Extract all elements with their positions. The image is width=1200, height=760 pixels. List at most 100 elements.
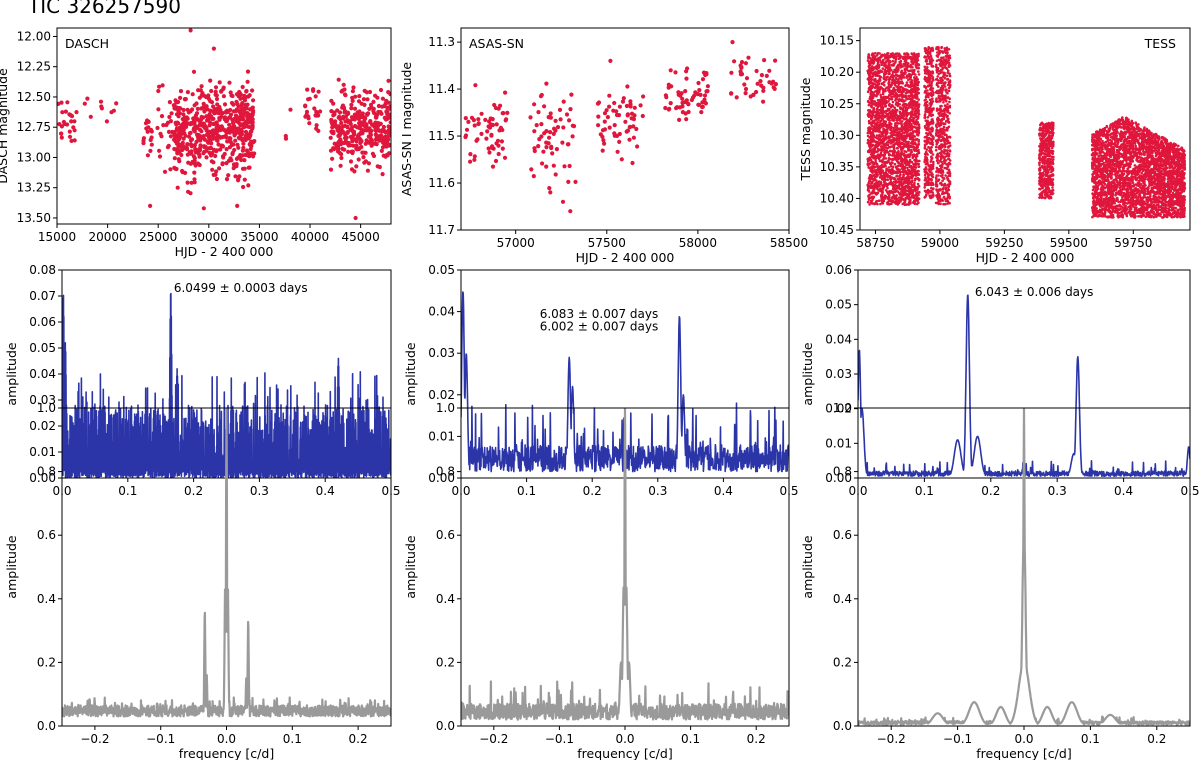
data-point [944, 63, 947, 66]
data-point [246, 150, 251, 155]
data-point [894, 111, 898, 114]
data-point [355, 110, 360, 115]
data-point [85, 96, 90, 101]
data-point [245, 79, 250, 84]
data-point [874, 150, 877, 153]
data-point [948, 72, 951, 75]
data-point [892, 170, 895, 173]
data-point [892, 184, 896, 187]
data-point [189, 180, 194, 185]
data-point [916, 56, 919, 59]
data-point [874, 160, 878, 164]
data-point [904, 180, 907, 184]
data-point [887, 152, 891, 156]
data-point [929, 74, 933, 77]
data-point [905, 126, 908, 130]
data-point [867, 55, 870, 58]
data-point [916, 121, 919, 124]
data-point [909, 128, 912, 132]
data-point [569, 92, 574, 97]
data-point [629, 111, 635, 116]
data-point [896, 103, 899, 107]
data-point [213, 153, 218, 159]
data-point [224, 116, 230, 122]
data-point [114, 101, 119, 106]
data-point [874, 200, 878, 203]
data-point [888, 170, 891, 174]
data-point [176, 148, 181, 153]
data-point [924, 178, 928, 181]
data-point [894, 122, 897, 125]
data-point [193, 148, 198, 153]
data-point [945, 139, 948, 143]
data-point [914, 177, 917, 180]
data-point [900, 161, 904, 164]
data-point [668, 101, 673, 106]
data-point [883, 180, 886, 184]
data-point [942, 101, 945, 104]
data-point [773, 58, 778, 63]
data-point [892, 196, 896, 200]
data-point [498, 103, 503, 108]
data-point [867, 99, 870, 103]
data-point [895, 152, 899, 155]
data-point [620, 99, 626, 104]
data-point [201, 101, 206, 106]
data-point [238, 108, 243, 113]
data-point [883, 162, 887, 165]
data-point [548, 130, 553, 135]
data-point [898, 106, 902, 109]
data-point [172, 129, 177, 134]
data-point [948, 162, 952, 166]
data-point [339, 89, 344, 94]
data-point [888, 193, 891, 197]
data-point [729, 91, 734, 96]
data-point [901, 88, 905, 92]
data-point [870, 53, 874, 56]
data-point [869, 141, 872, 144]
data-point [344, 135, 349, 140]
data-point [82, 101, 87, 106]
data-point [604, 108, 609, 113]
data-point [219, 88, 224, 94]
data-point [917, 87, 920, 91]
data-point [910, 148, 913, 152]
data-point [875, 175, 879, 178]
data-point [928, 52, 932, 56]
data-point [881, 202, 885, 205]
data-point [902, 100, 905, 103]
x-axis-label: HJD - 2 400 000 [576, 250, 675, 265]
data-point [940, 129, 944, 133]
data-point [247, 116, 252, 121]
data-point [903, 69, 907, 72]
data-point [894, 187, 898, 191]
data-point [224, 177, 230, 182]
data-point [910, 58, 913, 61]
data-point [923, 113, 927, 116]
data-point [894, 57, 898, 61]
data-point [486, 124, 491, 129]
data-point [943, 81, 947, 84]
data-point [761, 99, 766, 104]
data-point [225, 139, 230, 144]
y-tick-label: 13.25 [17, 181, 51, 195]
data-point [879, 202, 882, 206]
data-point [220, 162, 225, 167]
data-point [946, 59, 949, 62]
data-point [935, 133, 938, 137]
data-point [487, 150, 492, 155]
data-point [614, 109, 619, 114]
data-point [536, 110, 541, 115]
data-point [900, 95, 904, 98]
data-point [202, 93, 207, 98]
data-point [368, 119, 373, 124]
data-point [923, 145, 927, 149]
data-point [887, 118, 890, 122]
data-point [174, 166, 179, 172]
data-point [911, 89, 915, 92]
data-point [934, 183, 938, 186]
data-point [881, 185, 885, 189]
data-point [945, 47, 948, 50]
data-point [874, 77, 877, 81]
data-point [900, 152, 904, 156]
